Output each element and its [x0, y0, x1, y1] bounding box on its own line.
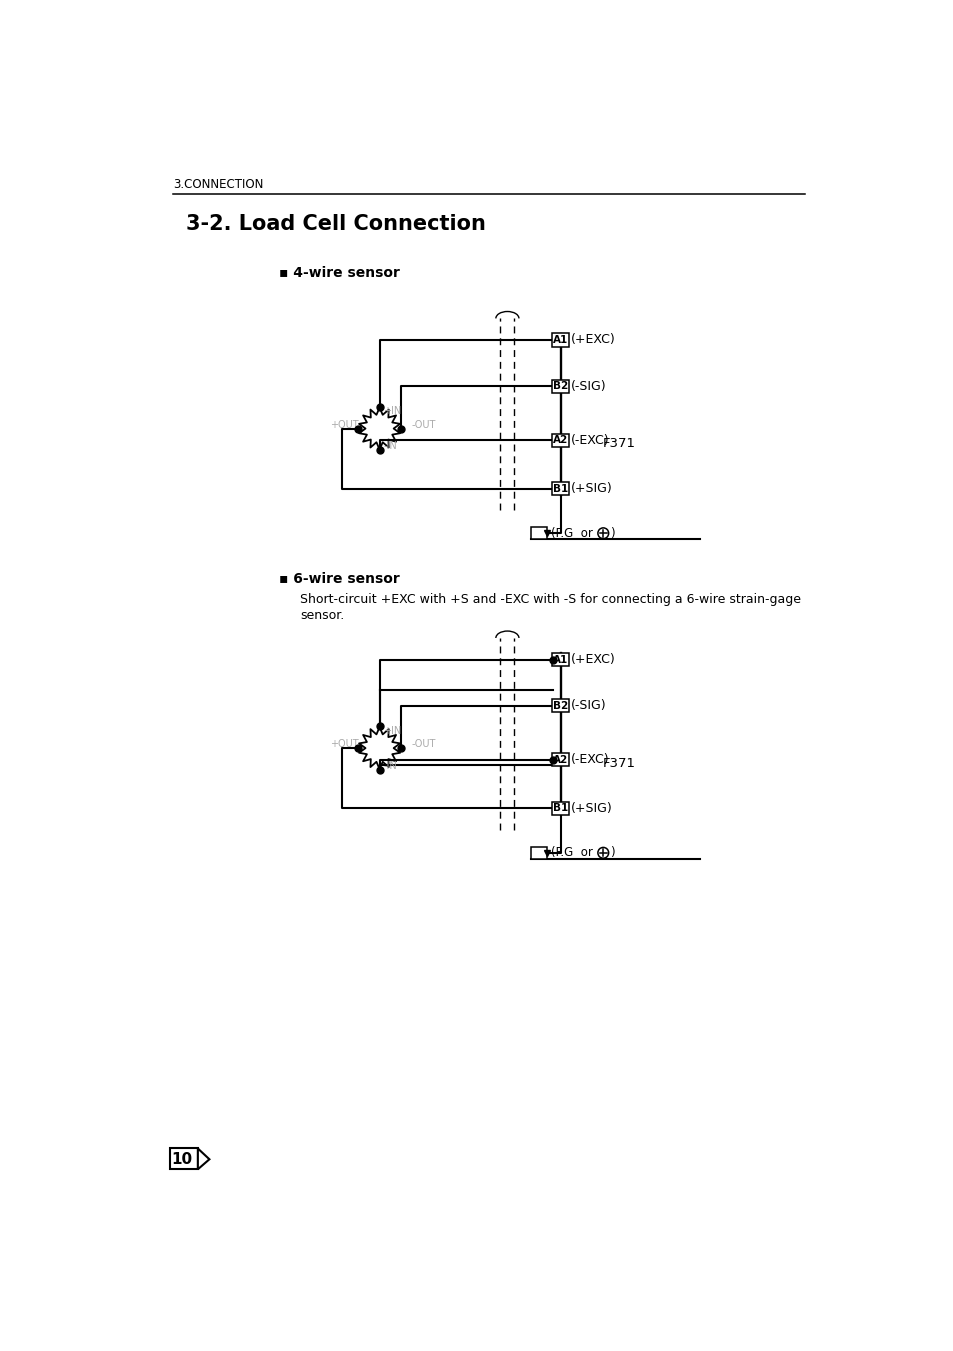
Text: +IN: +IN — [383, 725, 401, 735]
Bar — [530, 847, 546, 859]
Bar — [552, 434, 568, 447]
Text: +OUT: +OUT — [330, 420, 358, 430]
Bar — [170, 1148, 197, 1169]
Bar — [552, 700, 568, 712]
Bar — [530, 527, 546, 539]
Text: -OUT: -OUT — [411, 739, 436, 750]
Text: -IN: -IN — [383, 440, 396, 451]
Text: -IN: -IN — [383, 761, 396, 770]
Bar — [552, 482, 568, 496]
Text: (+SIG): (+SIG) — [571, 801, 613, 815]
Text: Short-circuit +EXC with +S and -EXC with -S for connecting a 6-wire strain-gage: Short-circuit +EXC with +S and -EXC with… — [300, 593, 801, 605]
Bar — [552, 801, 568, 815]
Text: B1: B1 — [553, 484, 568, 493]
Text: (-EXC): (-EXC) — [571, 753, 609, 766]
Text: 10: 10 — [171, 1152, 193, 1167]
Text: F371: F371 — [602, 438, 636, 450]
Text: ▪ 6-wire sensor: ▪ 6-wire sensor — [279, 571, 400, 586]
Bar — [552, 334, 568, 347]
Text: ▪ 4-wire sensor: ▪ 4-wire sensor — [279, 266, 400, 280]
Text: (-SIG): (-SIG) — [571, 700, 606, 712]
Text: +OUT: +OUT — [330, 739, 358, 750]
Text: +IN: +IN — [383, 407, 401, 416]
Text: (F.G  or: (F.G or — [550, 527, 599, 540]
Text: ): ) — [610, 527, 614, 540]
Text: (-SIG): (-SIG) — [571, 380, 606, 393]
Text: A2: A2 — [553, 755, 568, 765]
Text: (-EXC): (-EXC) — [571, 434, 609, 447]
Text: (+EXC): (+EXC) — [571, 653, 616, 666]
Text: (+EXC): (+EXC) — [571, 334, 616, 346]
Text: sensor.: sensor. — [300, 609, 344, 623]
Text: B2: B2 — [553, 701, 568, 711]
Text: F371: F371 — [602, 757, 636, 770]
Text: ): ) — [610, 846, 614, 859]
Text: (+SIG): (+SIG) — [571, 482, 613, 494]
Text: B2: B2 — [553, 381, 568, 392]
Text: A2: A2 — [553, 435, 568, 444]
Bar — [552, 380, 568, 393]
Text: A1: A1 — [553, 335, 568, 345]
Text: -OUT: -OUT — [411, 420, 436, 430]
Text: 3-2. Load Cell Connection: 3-2. Load Cell Connection — [185, 215, 485, 235]
Text: 3.CONNECTION: 3.CONNECTION — [173, 178, 263, 190]
Text: (F.G  or: (F.G or — [550, 846, 599, 859]
Text: A1: A1 — [553, 654, 568, 665]
Bar — [552, 753, 568, 766]
Polygon shape — [197, 1148, 210, 1169]
Bar — [552, 653, 568, 666]
Text: B1: B1 — [553, 802, 568, 813]
